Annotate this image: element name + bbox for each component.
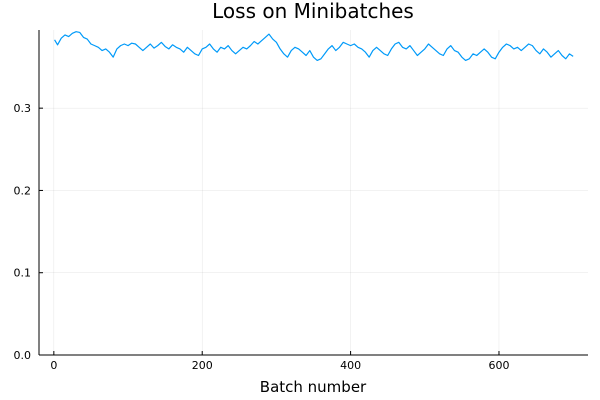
grid-layer: [39, 30, 588, 356]
y-tick-label-3: 0.3: [14, 102, 32, 115]
chart-title: Loss on Minibatches: [212, 0, 414, 23]
axes-layer: [38, 30, 588, 356]
x-tick-label-2: 400: [340, 359, 361, 372]
series-line-0: [54, 31, 574, 62]
x-axis-label: Batch number: [260, 378, 367, 396]
x-tick-label-1: 200: [192, 359, 213, 372]
y-tick-label-2: 0.2: [14, 184, 32, 197]
series-layer: [54, 31, 574, 62]
y-tick-label-0: 0.0: [14, 349, 32, 362]
x-tick-label-0: 0: [50, 359, 57, 372]
ticks-layer: 0 200 400 600 0.0 0.1 0.2 0.3: [14, 102, 510, 372]
x-tick-label-3: 600: [488, 359, 509, 372]
y-tick-label-1: 0.1: [14, 267, 32, 280]
